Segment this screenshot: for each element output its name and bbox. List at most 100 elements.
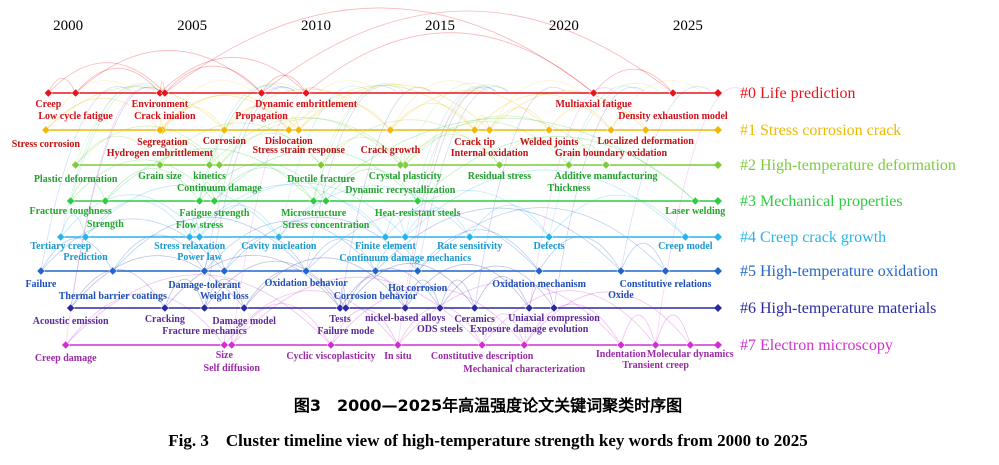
link — [209, 148, 220, 166]
keyword-node — [435, 303, 445, 313]
keyword-node — [393, 340, 403, 350]
keyword-label: Size — [216, 350, 234, 361]
link — [40, 238, 114, 272]
cluster-label: #5 High-temperature oxidation — [740, 263, 938, 280]
link — [45, 97, 161, 131]
link — [404, 169, 686, 238]
link — [47, 77, 76, 94]
link — [404, 85, 496, 238]
link — [320, 119, 500, 166]
keyword-node — [606, 125, 616, 135]
keyword-node — [294, 125, 304, 135]
link — [261, 10, 674, 94]
cluster-end — [714, 89, 722, 97]
link — [417, 84, 508, 202]
keyword-node — [227, 340, 237, 350]
keyword-label: Hot corrosion — [388, 283, 447, 294]
link — [45, 86, 225, 131]
cluster-label: #2 High-temperature deformation — [740, 157, 956, 174]
keyword-node — [301, 88, 311, 98]
x-tick-label: 2015 — [425, 18, 455, 34]
link — [164, 278, 205, 309]
keyword-node — [257, 88, 266, 98]
link — [474, 86, 565, 309]
cluster-end — [714, 161, 722, 169]
keyword-label: Laser welding — [665, 206, 725, 217]
keyword-label: Residual stress — [468, 171, 532, 182]
keyword-label: Stress concentration — [283, 220, 370, 231]
keyword-node — [195, 232, 204, 242]
keyword-label: Exposure damage evolution — [470, 324, 589, 335]
keyword-label: Ductile fracture — [287, 174, 355, 185]
link — [655, 314, 691, 346]
keyword-label: Creep damage — [35, 353, 97, 364]
keyword-node — [477, 340, 487, 350]
link — [231, 87, 322, 346]
keyword-node — [195, 196, 204, 206]
link — [75, 125, 220, 166]
link — [439, 279, 476, 309]
link — [339, 86, 431, 309]
keyword-node — [36, 266, 46, 276]
keyword-node — [680, 232, 690, 242]
keyword-label: Stress corrosion — [12, 139, 81, 150]
link — [112, 216, 307, 272]
link — [162, 80, 253, 131]
link — [48, 62, 166, 94]
link — [481, 313, 525, 346]
link — [199, 182, 406, 238]
keyword-label: Hydrogen embrittlement — [107, 148, 214, 159]
keyword-node — [200, 303, 209, 313]
keyword-label: Tests — [329, 314, 350, 325]
keyword-node — [155, 160, 165, 170]
link — [610, 80, 702, 131]
link — [204, 86, 295, 309]
link — [70, 255, 245, 309]
keyword-node — [400, 232, 410, 242]
link — [399, 149, 406, 166]
link — [40, 218, 225, 272]
link — [204, 247, 225, 272]
link — [298, 84, 490, 131]
link — [404, 134, 500, 166]
links — [40, 7, 746, 346]
keyword-label: Failure mode — [317, 326, 374, 337]
keyword-node — [465, 232, 475, 242]
keyword-node — [200, 266, 209, 276]
link — [305, 32, 594, 94]
keyword-node — [668, 88, 678, 98]
keyword-label: Stress relaxation — [154, 241, 225, 252]
keyword-node — [71, 160, 80, 170]
link — [397, 87, 489, 346]
keyword-label: Rate sensitivity — [437, 241, 502, 252]
keyword-node — [589, 88, 598, 98]
link — [231, 303, 332, 346]
keyword-node — [400, 303, 410, 313]
keyword-node — [81, 232, 90, 242]
link — [65, 87, 156, 346]
link — [223, 319, 233, 346]
keyword-label: nickel-based alloys — [365, 313, 445, 324]
keyword-label: Crack growth — [361, 145, 421, 156]
link — [390, 103, 475, 131]
keyword-node — [66, 196, 76, 206]
keyword-node — [101, 196, 110, 206]
link — [548, 106, 612, 131]
keyword-label: Cyclic viscoplasticity — [286, 351, 375, 362]
keyword-node — [641, 125, 651, 135]
link — [655, 87, 746, 346]
keyword-node — [239, 303, 249, 313]
keyword-node — [616, 266, 626, 276]
keyword-node — [56, 232, 66, 242]
keyword-label: Oxidation mechanism — [492, 279, 586, 290]
keyword-node — [395, 160, 405, 170]
link — [404, 207, 471, 238]
keyword-node — [274, 232, 284, 242]
link — [65, 274, 332, 346]
keyword-label: Flow stress — [176, 220, 223, 231]
link — [278, 85, 370, 238]
keyword-label: Multiaxial fatigue — [555, 99, 632, 110]
link — [489, 80, 580, 131]
cluster-end — [714, 341, 722, 349]
keyword-node — [309, 196, 318, 206]
